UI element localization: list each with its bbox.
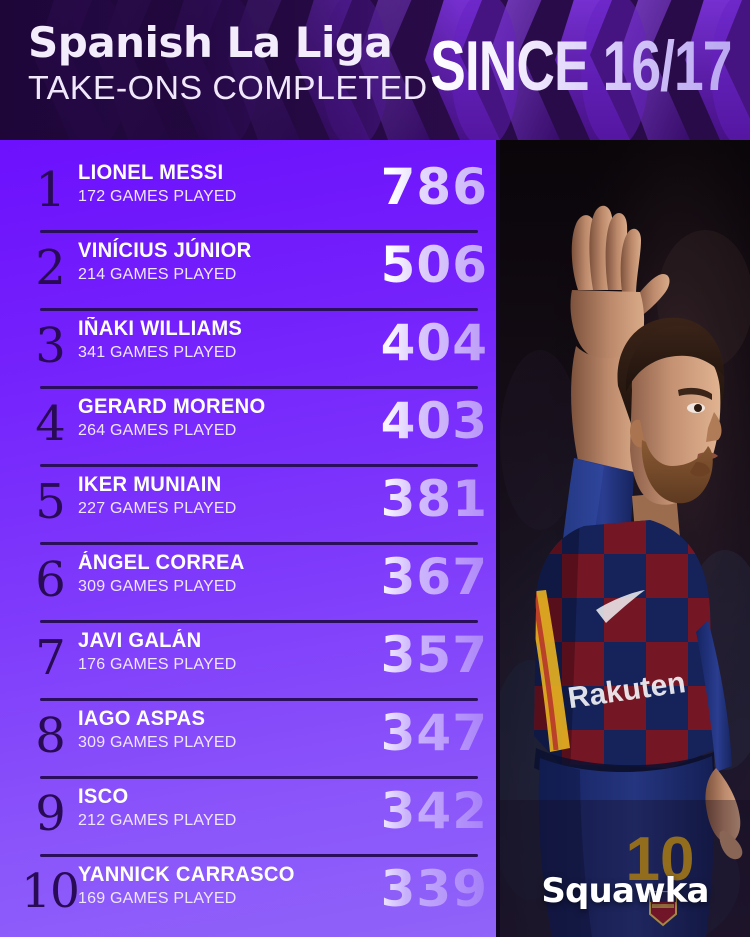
- ranking-list-panel: 1 LIONEL MESSI 172 GAMES PLAYED 786 2 VINÍCIU…: [0, 140, 496, 937]
- take-ons-value: 506: [381, 232, 488, 298]
- header-banner: Spanish La Liga TAKE-ONS COMPLETED SINCE…: [0, 0, 750, 140]
- page-subtitle: TAKE-ONS COMPLETED: [28, 69, 428, 106]
- player-name: IKER MUNIAIN: [78, 473, 222, 496]
- since-label: SINCE 16/17: [430, 26, 733, 107]
- take-ons-value: 381: [381, 466, 488, 532]
- player-name: VINÍCIUS JÚNIOR: [78, 239, 252, 262]
- row-divider: [40, 776, 478, 779]
- player-info: VINÍCIUS JÚNIOR 214 GAMES PLAYED: [78, 238, 328, 286]
- table-row: 3 IÑAKI WILLIAMS 341 GAMES PLAYED 404: [0, 308, 496, 386]
- take-ons-value: 367: [381, 544, 488, 610]
- games-played-label: 172 GAMES PLAYED: [78, 188, 237, 205]
- table-row: 6 ÁNGEL CORREA 309 GAMES PLAYED 367: [0, 542, 496, 620]
- row-divider: [40, 542, 478, 545]
- take-ons-value: 339: [381, 856, 488, 922]
- games-played-label: 309 GAMES PLAYED: [78, 578, 237, 595]
- player-name: IÑAKI WILLIAMS: [78, 317, 243, 340]
- player-photo-panel: Rakuten 10: [500, 140, 750, 937]
- rank-number: 4: [35, 396, 66, 452]
- games-played-label: 264 GAMES PLAYED: [78, 422, 237, 439]
- rank-number: 9: [35, 786, 66, 842]
- rank-number: 10: [21, 864, 80, 919]
- games-played-label: 176 GAMES PLAYED: [78, 656, 237, 673]
- player-info: YANNICK CARRASCO 169 GAMES PLAYED: [78, 862, 328, 910]
- player-name: LIONEL MESSI: [78, 161, 224, 184]
- games-played-label: 227 GAMES PLAYED: [78, 500, 237, 517]
- player-info: GERARD MORENO 264 GAMES PLAYED: [78, 394, 328, 442]
- player-info: ISCO 212 GAMES PLAYED: [78, 784, 328, 832]
- rank-number: 8: [35, 708, 66, 764]
- row-divider: [40, 386, 478, 389]
- games-played-label: 214 GAMES PLAYED: [78, 266, 237, 283]
- player-name: ISCO: [78, 785, 129, 808]
- player-name: IAGO ASPAS: [78, 707, 206, 730]
- row-divider: [40, 620, 478, 623]
- rank-number: 1: [35, 162, 66, 218]
- player-info: ÁNGEL CORREA 309 GAMES PLAYED: [78, 550, 328, 598]
- squawka-logo: Squawka: [541, 871, 709, 911]
- header-text-scrim: [0, 0, 460, 140]
- player-info: IKER MUNIAIN 227 GAMES PLAYED: [78, 472, 328, 520]
- row-divider: [40, 854, 478, 857]
- player-name: YANNICK CARRASCO: [78, 863, 295, 886]
- table-row: 9 ISCO 212 GAMES PLAYED 342: [0, 776, 496, 854]
- take-ons-value: 786: [381, 154, 488, 220]
- table-row: 4 GERARD MORENO 264 GAMES PLAYED 403: [0, 386, 496, 464]
- row-divider: [40, 698, 478, 701]
- games-played-label: 212 GAMES PLAYED: [78, 812, 237, 829]
- games-played-label: 169 GAMES PLAYED: [78, 890, 237, 907]
- row-divider: [40, 464, 478, 467]
- take-ons-value: 347: [381, 700, 488, 766]
- row-divider: [40, 308, 478, 311]
- take-ons-value: 404: [381, 310, 488, 376]
- rank-number: 7: [35, 630, 66, 686]
- take-ons-value: 357: [381, 622, 488, 688]
- player-name: ÁNGEL CORREA: [78, 551, 245, 574]
- player-name: GERARD MORENO: [78, 395, 266, 418]
- table-row: 8 IAGO ASPAS 309 GAMES PLAYED 347: [0, 698, 496, 776]
- footballer-waving-photo: Rakuten 10: [500, 140, 750, 937]
- rank-number: 6: [35, 552, 66, 608]
- player-name: JAVI GALÁN: [78, 629, 202, 652]
- games-played-label: 309 GAMES PLAYED: [78, 734, 237, 751]
- svg-text:10: 10: [626, 825, 695, 894]
- table-row: 5 IKER MUNIAIN 227 GAMES PLAYED 381: [0, 464, 496, 542]
- player-info: JAVI GALÁN 176 GAMES PLAYED: [78, 628, 328, 676]
- player-info: IÑAKI WILLIAMS 341 GAMES PLAYED: [78, 316, 328, 364]
- games-played-label: 341 GAMES PLAYED: [78, 344, 237, 361]
- table-row: 7 JAVI GALÁN 176 GAMES PLAYED 357: [0, 620, 496, 698]
- player-info: IAGO ASPAS 309 GAMES PLAYED: [78, 706, 328, 754]
- table-row: 1 LIONEL MESSI 172 GAMES PLAYED 786: [0, 152, 496, 230]
- page-title: Spanish La Liga: [28, 18, 393, 67]
- player-info: LIONEL MESSI 172 GAMES PLAYED: [78, 160, 328, 208]
- take-ons-value: 403: [381, 388, 488, 454]
- row-divider: [40, 230, 478, 233]
- rank-number: 2: [35, 240, 66, 296]
- take-ons-value: 342: [381, 778, 488, 844]
- header-title-block: Spanish La Liga TAKE-ONS COMPLETED: [28, 18, 458, 108]
- rank-number: 5: [35, 474, 66, 530]
- table-row: 10 YANNICK CARRASCO 169 GAMES PLAYED 339: [0, 854, 496, 932]
- table-row: 2 VINÍCIUS JÚNIOR 214 GAMES PLAYED 506: [0, 230, 496, 308]
- rank-number: 3: [35, 318, 66, 374]
